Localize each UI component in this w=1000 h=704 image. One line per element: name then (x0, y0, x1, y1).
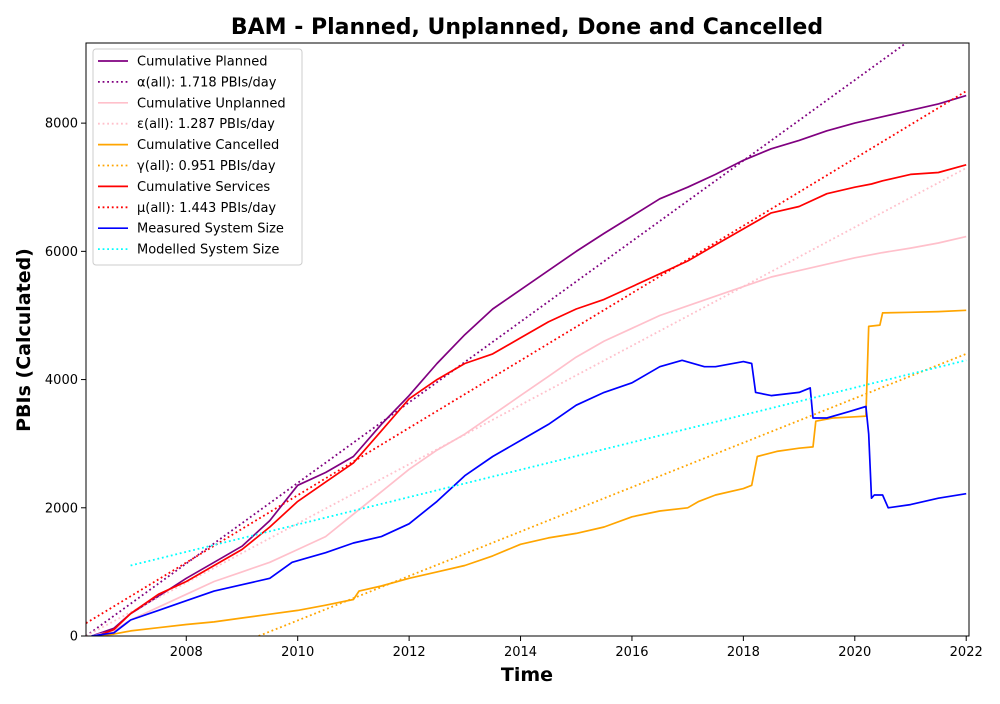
legend-label-8: Measured System Size (137, 222, 284, 237)
series-line-3 (86, 167, 967, 636)
x-tick-label: 2014 (504, 645, 537, 660)
x-tick-label: 2018 (727, 645, 760, 660)
y-axis-label: PBIs (Calculated) (13, 248, 35, 432)
x-tick-label: 2008 (170, 645, 203, 660)
chart-title: BAM - Planned, Unplanned, Done and Cance… (231, 15, 823, 40)
plot-frame (85, 42, 970, 637)
legend-box (92, 48, 303, 266)
legend: Cumulative Planned α(all): 1.718 PBIs/day… (92, 48, 303, 266)
x-tick-label: 2022 (950, 645, 983, 660)
series-line-1 (86, 43, 908, 636)
series-line-2 (91, 235, 967, 636)
series-line-6 (96, 163, 967, 636)
series-line-8 (91, 359, 967, 636)
x-axis-label: Time (501, 664, 553, 686)
legend-label-9: Modelled System Size (137, 243, 279, 258)
x-tick-label: 2016 (615, 645, 648, 660)
x-tick-label: 2010 (281, 645, 314, 660)
series-line-4 (91, 309, 967, 636)
x-tick-label: 2020 (838, 645, 871, 660)
legend-label-3: ε(all): 1.287 PBIs/day (137, 117, 275, 132)
legend-label-4: Cumulative Cancelled (137, 138, 279, 153)
series-line-5 (258, 353, 967, 636)
series-line-0 (91, 94, 967, 636)
legend-label-0: Cumulative Planned (137, 55, 267, 70)
y-tick-label: 0 (70, 630, 78, 645)
x-tick-label: 2012 (393, 645, 426, 660)
y-tick-label: 2000 (45, 501, 78, 516)
plot-area (86, 43, 967, 636)
series-line-7 (86, 90, 967, 624)
y-tick-label: 6000 (45, 245, 78, 260)
axis-ticks: 2008 2010 2012 2014 2016 2018 2020 2022 0 2000 400… (45, 117, 983, 660)
legend-label-5: γ(all): 0.951 PBIs/day (137, 159, 276, 174)
series-line-9 (130, 359, 967, 567)
legend-label-6: Cumulative Services (137, 180, 270, 195)
legend-label-2: Cumulative Unplanned (137, 96, 286, 111)
legend-label-7: μ(all): 1.443 PBIs/day (137, 201, 276, 216)
y-tick-label: 8000 (45, 117, 78, 132)
y-tick-label: 4000 (45, 373, 78, 388)
legend-label-1: α(all): 1.718 PBIs/day (137, 75, 277, 90)
